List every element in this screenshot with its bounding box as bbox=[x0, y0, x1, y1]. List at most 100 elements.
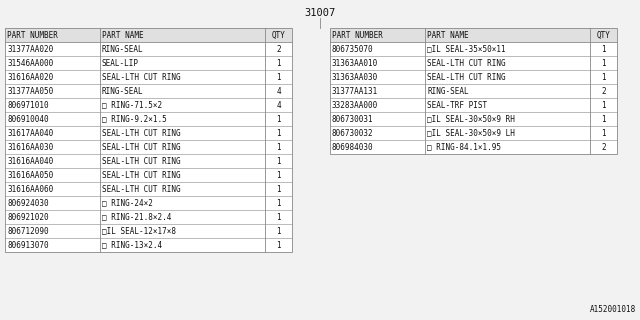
Text: 1: 1 bbox=[276, 156, 281, 165]
Text: 806910040: 806910040 bbox=[7, 115, 49, 124]
Text: SEAL-LTH CUT RING: SEAL-LTH CUT RING bbox=[102, 73, 180, 82]
Text: 806924030: 806924030 bbox=[7, 198, 49, 207]
Text: 33283AA000: 33283AA000 bbox=[332, 100, 378, 109]
Text: 31617AA040: 31617AA040 bbox=[7, 129, 53, 138]
Bar bbox=[330, 112, 617, 126]
Bar bbox=[5, 126, 292, 140]
Text: □IL SEAL-30×50×9 RH: □IL SEAL-30×50×9 RH bbox=[427, 115, 515, 124]
Text: □ RING-13×2.4: □ RING-13×2.4 bbox=[102, 241, 162, 250]
Bar bbox=[5, 28, 292, 252]
Bar bbox=[330, 28, 617, 154]
Text: 31363AA030: 31363AA030 bbox=[332, 73, 378, 82]
Text: 31616AA060: 31616AA060 bbox=[7, 185, 53, 194]
Text: □ RING-9.2×1.5: □ RING-9.2×1.5 bbox=[102, 115, 167, 124]
Text: □IL SEAL-30×50×9 LH: □IL SEAL-30×50×9 LH bbox=[427, 129, 515, 138]
Text: PART NUMBER: PART NUMBER bbox=[7, 30, 58, 39]
Text: SEAL-LIP: SEAL-LIP bbox=[102, 59, 139, 68]
Text: 1: 1 bbox=[601, 59, 606, 68]
Text: 806984030: 806984030 bbox=[332, 142, 374, 151]
Text: 31616AA030: 31616AA030 bbox=[7, 142, 53, 151]
Bar bbox=[330, 84, 617, 98]
Bar bbox=[330, 98, 617, 112]
Text: PART NAME: PART NAME bbox=[427, 30, 468, 39]
Bar bbox=[5, 98, 292, 112]
Text: QTY: QTY bbox=[271, 30, 285, 39]
Text: 806730032: 806730032 bbox=[332, 129, 374, 138]
Text: 31377AA131: 31377AA131 bbox=[332, 86, 378, 95]
Text: 4: 4 bbox=[276, 86, 281, 95]
Text: 806921020: 806921020 bbox=[7, 212, 49, 221]
Bar bbox=[5, 28, 292, 42]
Bar bbox=[5, 224, 292, 238]
Text: SEAL-LTH CUT RING: SEAL-LTH CUT RING bbox=[102, 142, 180, 151]
Text: 31616AA020: 31616AA020 bbox=[7, 73, 53, 82]
Bar bbox=[5, 210, 292, 224]
Bar bbox=[5, 84, 292, 98]
Text: □ RING-24×2: □ RING-24×2 bbox=[102, 198, 153, 207]
Bar bbox=[5, 70, 292, 84]
Text: 1: 1 bbox=[276, 227, 281, 236]
Text: 31007: 31007 bbox=[305, 8, 335, 18]
Text: SEAL-LTH CUT RING: SEAL-LTH CUT RING bbox=[102, 156, 180, 165]
Bar bbox=[5, 238, 292, 252]
Text: 1: 1 bbox=[276, 142, 281, 151]
Bar bbox=[5, 112, 292, 126]
Text: SEAL-LTH CUT RING: SEAL-LTH CUT RING bbox=[102, 185, 180, 194]
Text: 1: 1 bbox=[601, 129, 606, 138]
Text: 2: 2 bbox=[601, 142, 606, 151]
Text: 31363AA010: 31363AA010 bbox=[332, 59, 378, 68]
Text: 1: 1 bbox=[601, 73, 606, 82]
Text: 806971010: 806971010 bbox=[7, 100, 49, 109]
Bar bbox=[330, 28, 617, 42]
Text: □ RING-21.8×2.4: □ RING-21.8×2.4 bbox=[102, 212, 172, 221]
Text: 1: 1 bbox=[276, 171, 281, 180]
Text: 4: 4 bbox=[276, 100, 281, 109]
Text: □ RING-84.1×1.95: □ RING-84.1×1.95 bbox=[427, 142, 501, 151]
Text: 31616AA040: 31616AA040 bbox=[7, 156, 53, 165]
Text: 2: 2 bbox=[276, 44, 281, 53]
Text: 31546AA000: 31546AA000 bbox=[7, 59, 53, 68]
Text: PART NAME: PART NAME bbox=[102, 30, 143, 39]
Text: 806735070: 806735070 bbox=[332, 44, 374, 53]
Text: 806730031: 806730031 bbox=[332, 115, 374, 124]
Text: SEAL-LTH CUT RING: SEAL-LTH CUT RING bbox=[102, 129, 180, 138]
Bar bbox=[5, 56, 292, 70]
Text: 1: 1 bbox=[601, 115, 606, 124]
Text: A152001018: A152001018 bbox=[589, 305, 636, 314]
Text: 31377AA020: 31377AA020 bbox=[7, 44, 53, 53]
Bar bbox=[330, 126, 617, 140]
Text: 1: 1 bbox=[276, 73, 281, 82]
Text: 1: 1 bbox=[601, 100, 606, 109]
Text: 806913070: 806913070 bbox=[7, 241, 49, 250]
Bar bbox=[5, 154, 292, 168]
Text: RING-SEAL: RING-SEAL bbox=[102, 44, 143, 53]
Text: □IL SEAL-35×50×11: □IL SEAL-35×50×11 bbox=[427, 44, 506, 53]
Text: □IL SEAL-12×17×8: □IL SEAL-12×17×8 bbox=[102, 227, 176, 236]
Text: QTY: QTY bbox=[596, 30, 611, 39]
Text: 1: 1 bbox=[276, 129, 281, 138]
Bar bbox=[5, 196, 292, 210]
Text: 1: 1 bbox=[276, 241, 281, 250]
Text: 1: 1 bbox=[276, 59, 281, 68]
Bar bbox=[330, 42, 617, 56]
Bar bbox=[5, 168, 292, 182]
Text: SEAL-LTH CUT RING: SEAL-LTH CUT RING bbox=[427, 73, 506, 82]
Text: □ RING-71.5×2: □ RING-71.5×2 bbox=[102, 100, 162, 109]
Bar bbox=[5, 42, 292, 56]
Bar bbox=[330, 140, 617, 154]
Text: SEAL-TRF PIST: SEAL-TRF PIST bbox=[427, 100, 487, 109]
Text: 2: 2 bbox=[601, 86, 606, 95]
Text: 1: 1 bbox=[276, 185, 281, 194]
Text: 31377AA050: 31377AA050 bbox=[7, 86, 53, 95]
Text: 31616AA050: 31616AA050 bbox=[7, 171, 53, 180]
Bar bbox=[330, 56, 617, 70]
Bar bbox=[330, 70, 617, 84]
Text: 1: 1 bbox=[276, 115, 281, 124]
Text: RING-SEAL: RING-SEAL bbox=[102, 86, 143, 95]
Text: 806712090: 806712090 bbox=[7, 227, 49, 236]
Bar bbox=[5, 140, 292, 154]
Text: 1: 1 bbox=[601, 44, 606, 53]
Bar bbox=[5, 182, 292, 196]
Text: PART NUMBER: PART NUMBER bbox=[332, 30, 383, 39]
Text: SEAL-LTH CUT RING: SEAL-LTH CUT RING bbox=[102, 171, 180, 180]
